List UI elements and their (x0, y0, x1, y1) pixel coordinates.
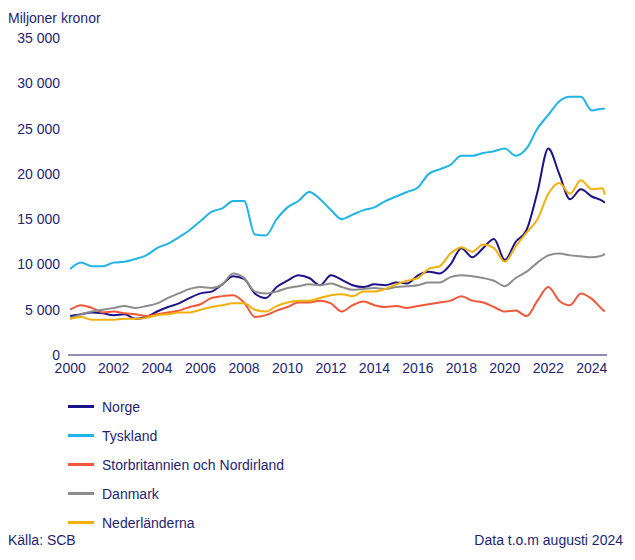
svg-text:15 000: 15 000 (17, 211, 60, 227)
svg-text:2016: 2016 (402, 360, 433, 376)
svg-text:2008: 2008 (228, 360, 259, 376)
html-text:Storbritannien och Nordirland: Storbritannien och Nordirland (102, 456, 285, 473)
html-text:Nederländerna: Nederländerna (102, 514, 195, 531)
svg-text:2004: 2004 (142, 360, 173, 376)
svg-text:2024: 2024 (576, 360, 607, 376)
svg-text:2014: 2014 (359, 360, 390, 376)
html-text:Tyskland: Tyskland (102, 427, 158, 444)
svg-text:0: 0 (52, 347, 60, 363)
html-text:Danmark: Danmark (102, 485, 159, 502)
html-text:Data t.o.m augusti 2024: Data t.o.m augusti 2024 (474, 532, 623, 548)
svg-text:2002: 2002 (98, 360, 129, 376)
svg-text:35 000: 35 000 (17, 30, 60, 46)
svg-text:2018: 2018 (446, 360, 477, 376)
svg-text:25 000: 25 000 (17, 121, 60, 137)
svg-text:20 000: 20 000 (17, 166, 60, 182)
html-text:Källa: SCB: Källa: SCB (8, 532, 76, 548)
svg-text:2012: 2012 (315, 360, 346, 376)
svg-text:2010: 2010 (272, 360, 303, 376)
html-text:Miljoner kronor: Miljoner kronor (8, 10, 101, 26)
html-text:Norge: Norge (102, 398, 141, 415)
svg-text:2000: 2000 (54, 359, 86, 376)
svg-text:2020: 2020 (489, 360, 520, 376)
svg-text:5 000: 5 000 (25, 302, 60, 318)
svg-text:2022: 2022 (533, 360, 564, 376)
svg-text:30 000: 30 000 (17, 75, 60, 91)
svg-text:2006: 2006 (185, 360, 216, 376)
svg-text:10 000: 10 000 (17, 256, 60, 272)
